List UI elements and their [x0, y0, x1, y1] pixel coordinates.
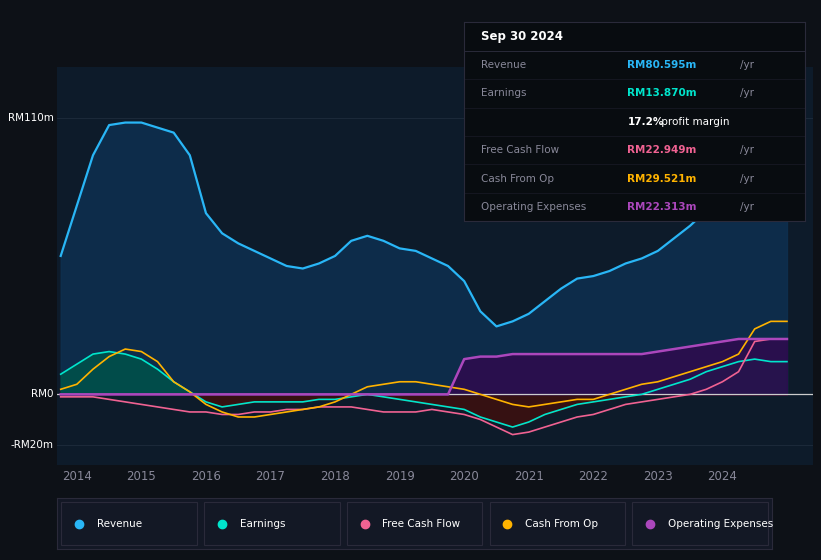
Text: Earnings: Earnings [240, 519, 285, 529]
Text: 17.2%: 17.2% [627, 117, 664, 127]
Text: Cash From Op: Cash From Op [525, 519, 599, 529]
Text: RM29.521m: RM29.521m [627, 174, 697, 184]
Text: Operating Expenses: Operating Expenses [481, 202, 586, 212]
Text: /yr: /yr [740, 60, 754, 70]
Text: /yr: /yr [740, 174, 754, 184]
Text: RM13.870m: RM13.870m [627, 88, 697, 99]
Text: Operating Expenses: Operating Expenses [668, 519, 773, 529]
Text: Free Cash Flow: Free Cash Flow [481, 145, 559, 155]
Text: /yr: /yr [740, 145, 754, 155]
Text: -RM20m: -RM20m [11, 440, 53, 450]
Text: Cash From Op: Cash From Op [481, 174, 554, 184]
Text: RM80.595m: RM80.595m [627, 60, 697, 70]
Text: RM22.949m: RM22.949m [627, 145, 697, 155]
Text: Earnings: Earnings [481, 88, 526, 99]
Text: profit margin: profit margin [658, 117, 730, 127]
Text: Free Cash Flow: Free Cash Flow [383, 519, 461, 529]
Text: Sep 30 2024: Sep 30 2024 [481, 30, 563, 43]
Text: /yr: /yr [740, 202, 754, 212]
Text: RM22.313m: RM22.313m [627, 202, 697, 212]
Text: RM0: RM0 [31, 389, 53, 399]
Text: /yr: /yr [740, 88, 754, 99]
Text: Revenue: Revenue [97, 519, 142, 529]
Text: Revenue: Revenue [481, 60, 526, 70]
Text: RM110m: RM110m [8, 113, 53, 123]
